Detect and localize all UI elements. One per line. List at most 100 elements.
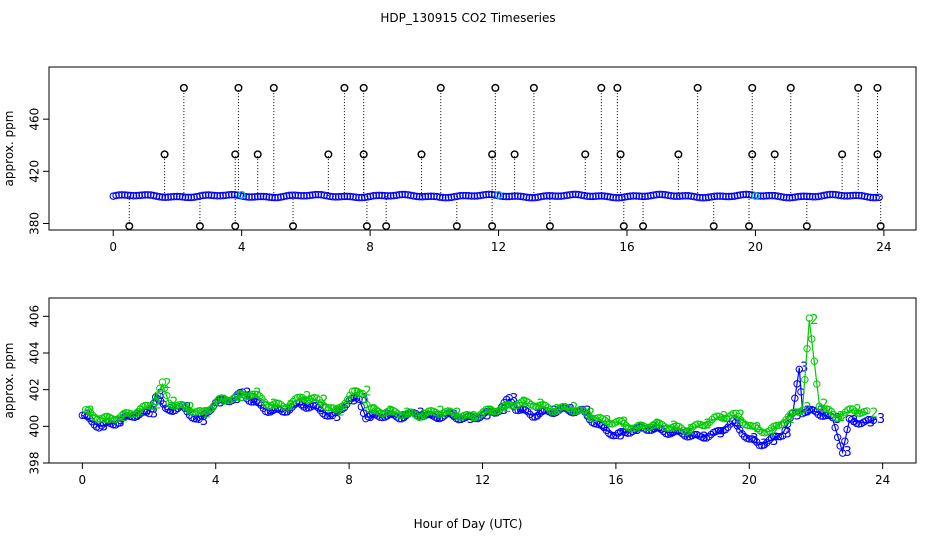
baseline-point	[869, 193, 878, 202]
series-point	[327, 404, 335, 412]
baseline-point	[797, 192, 805, 201]
x-tick-label: 4	[212, 473, 220, 487]
series-point	[284, 403, 292, 411]
series-point	[772, 421, 781, 430]
baseline-point	[334, 193, 343, 201]
baseline-point	[655, 190, 664, 199]
series-marker: 3	[117, 416, 125, 431]
baseline-point	[719, 192, 727, 200]
baseline-point	[170, 192, 178, 201]
series-point	[132, 410, 140, 418]
series-marker: 2	[703, 418, 711, 433]
baseline-point	[167, 193, 175, 201]
series-marker: 2	[720, 410, 728, 425]
series-marker: 2	[870, 407, 878, 422]
baseline-point	[343, 192, 352, 201]
x-tick-label: 8	[366, 240, 374, 254]
baseline-point	[568, 190, 577, 199]
baseline-point	[115, 191, 123, 199]
baseline-point	[811, 192, 820, 201]
baseline-point	[398, 190, 406, 199]
baseline-point	[791, 193, 800, 201]
spike-point	[362, 222, 371, 231]
series-point	[122, 409, 130, 417]
series-point	[744, 421, 752, 430]
series-marker: 2	[203, 407, 211, 422]
baseline-point	[259, 192, 268, 201]
baseline-point	[505, 192, 513, 201]
baseline-point	[222, 191, 230, 199]
baseline-point	[551, 192, 560, 200]
series-point	[390, 411, 399, 419]
series-point	[705, 432, 713, 441]
series-point	[302, 404, 310, 412]
baseline-point	[144, 191, 152, 199]
baseline-point	[358, 193, 366, 202]
series-point	[513, 401, 521, 410]
baseline-point	[826, 190, 834, 199]
x-tick-label: 0	[79, 473, 87, 487]
top-panel: 0 4 8 12 16 20 24 380 420 460 approx. ppm	[2, 66, 917, 254]
baseline-point	[456, 192, 464, 200]
baseline-point	[606, 193, 615, 201]
baseline-point	[155, 192, 164, 201]
baseline-point	[866, 193, 875, 202]
baseline-point	[514, 192, 522, 200]
x-tick-label: 12	[475, 473, 490, 487]
series-point	[417, 413, 426, 421]
series-point	[820, 405, 828, 413]
baseline-point	[248, 193, 256, 201]
series-point	[141, 401, 149, 410]
series-marker: 3	[100, 419, 108, 434]
series-point	[863, 407, 871, 415]
baseline-point	[204, 191, 213, 199]
spike-point	[452, 222, 461, 231]
baseline-point	[768, 191, 776, 200]
series-point	[864, 415, 873, 424]
baseline-point	[863, 193, 872, 201]
series-point	[494, 407, 502, 415]
baseline-point	[268, 193, 276, 202]
baseline-point	[499, 192, 508, 201]
baseline-point	[291, 191, 300, 200]
series-marker: 3	[250, 392, 258, 407]
baseline-point	[427, 192, 435, 200]
baseline-point	[352, 193, 360, 202]
baseline-point	[265, 193, 274, 201]
series-point	[760, 441, 768, 449]
baseline-point	[216, 191, 224, 200]
baseline-point	[251, 193, 259, 201]
spike-point	[491, 83, 500, 92]
baseline-point	[349, 193, 357, 201]
series-marker: 3	[483, 408, 491, 423]
baseline-point	[285, 191, 294, 200]
series-point	[847, 416, 856, 424]
series-marker: 2	[220, 394, 228, 409]
series-point	[810, 406, 818, 415]
series-marker: 2	[820, 397, 828, 412]
series-point	[841, 437, 849, 445]
spike-point	[510, 150, 519, 159]
baseline-point	[699, 194, 707, 202]
series-point	[111, 421, 120, 429]
series-marker: 3	[617, 429, 625, 444]
series-marker: 2	[553, 403, 561, 418]
x-tick-label: 20	[742, 473, 757, 487]
baseline-point	[329, 193, 337, 201]
series-point	[533, 412, 541, 420]
x-tick-label: 16	[619, 240, 634, 254]
series-marker: 2	[287, 399, 295, 414]
series-point	[579, 406, 588, 415]
baseline-point	[667, 192, 675, 200]
baseline-point	[670, 192, 678, 200]
series-marker: 3	[200, 414, 208, 429]
series-point	[312, 402, 320, 410]
x-tick-label: 8	[345, 473, 353, 487]
baseline-point	[375, 191, 383, 200]
series-marker: 2	[253, 386, 261, 401]
cyan-point	[494, 190, 503, 199]
baseline-point	[305, 191, 314, 200]
series-marker: 3	[833, 412, 841, 427]
series-marker: 2	[770, 425, 778, 440]
series-marker: 2	[587, 407, 595, 422]
